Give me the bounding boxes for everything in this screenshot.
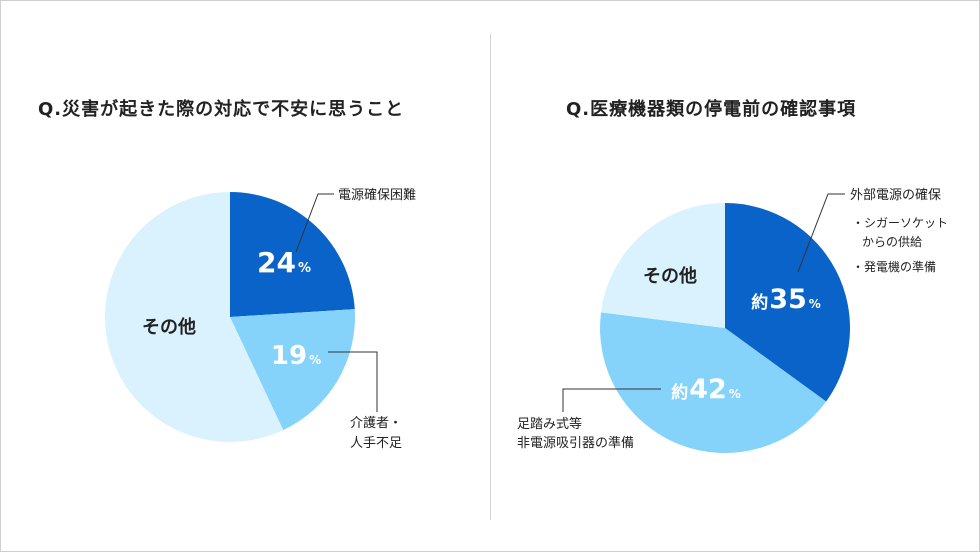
leader-line-caregiver (328, 351, 378, 412)
pie-slice-power-difficulty (230, 192, 355, 317)
pie-chart-right: 約35% 約42% その他 外部電源の確保 ・シガーソケット からの供給 ・発電… (517, 187, 948, 453)
slice-label-manual-suction-line1: 足踏み式等 (517, 416, 582, 432)
pie-slice-manual-suction (600, 312, 827, 453)
chart-title-right: Q.医療機器類の停電前の確認事項 (566, 99, 857, 120)
sublabel-generator: ・発電機の準備 (852, 259, 936, 274)
slice-label-external-power: 外部電源の確保 (850, 187, 941, 203)
panel-divider (490, 34, 491, 520)
slice-label-other-right: その他 (643, 265, 697, 287)
pie-slice-caregiver-shortage (230, 309, 355, 431)
pie-slice-other-left (104, 191, 284, 442)
leader-line-manual-suction (562, 388, 661, 412)
pie-slice-external-power (725, 203, 851, 402)
slice-label-caregiver-line1: 介護者・ (350, 415, 402, 431)
data-label-35: 約35% (751, 284, 821, 315)
slice-label-other-left: その他 (142, 316, 196, 338)
slice-label-manual-suction-line2: 非電源吸引器の準備 (517, 435, 634, 451)
sublabel-cigar-socket-line2: からの供給 (862, 235, 922, 249)
slice-label-power-difficulty: 電源確保困難 (338, 187, 416, 203)
slice-label-caregiver-line2: 人手不足 (350, 436, 402, 451)
data-label-42: 約42% (671, 374, 741, 405)
chart-title-left: Q.災害が起きた際の対応で不安に思うこと (38, 99, 405, 120)
leader-line-external-power (797, 193, 845, 273)
pie-chart-left: 24% 19% その他 電源確保困難 介護者・ 人手不足 (104, 187, 416, 451)
pie-slice-other-right (600, 203, 725, 328)
leader-line-power (295, 193, 334, 253)
data-label-24: 24% (257, 246, 311, 279)
sublabel-cigar-socket-line1: ・シガーソケット (852, 216, 948, 230)
data-label-19: 19% (271, 341, 321, 371)
